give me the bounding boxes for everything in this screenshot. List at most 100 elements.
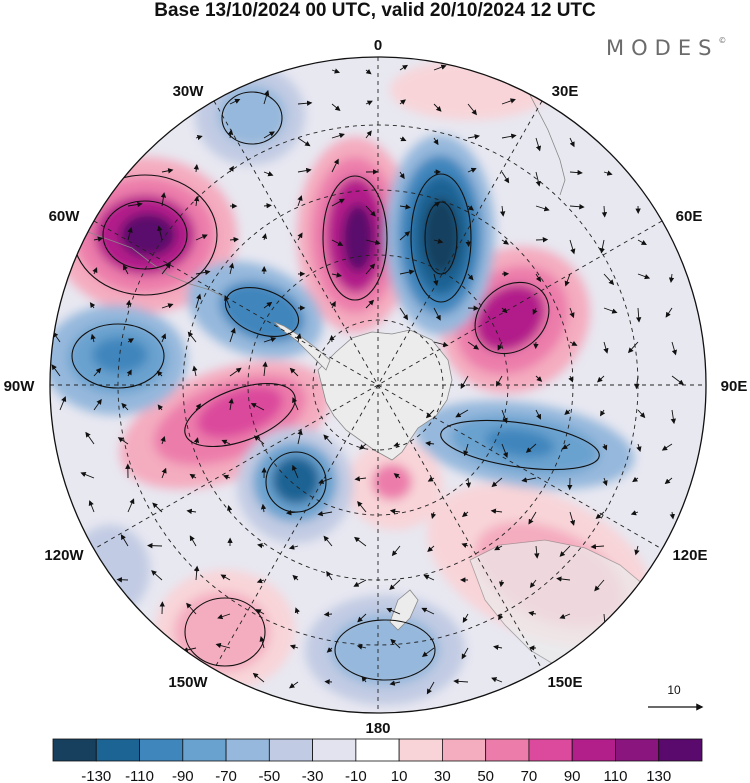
wind-arrow — [195, 293, 202, 309]
modes-logo: MODES© — [606, 36, 726, 60]
wind-arrow — [296, 333, 302, 343]
wind-arrow — [535, 171, 541, 187]
wind-arrow — [670, 409, 677, 425]
colorbar-tick-label: 90 — [564, 768, 581, 783]
wind-arrow — [354, 476, 367, 482]
wind-arrow — [427, 545, 435, 553]
colorbar-swatch — [355, 738, 400, 762]
wind-arrow — [161, 303, 174, 309]
colorbar-tick-label: -130 — [81, 768, 111, 783]
colorbar-swatch — [398, 738, 443, 762]
wind-arrow — [250, 403, 265, 411]
wind-arrow — [595, 511, 605, 519]
wind-arrow — [393, 473, 401, 479]
colorbar-swatch — [225, 738, 270, 762]
south-america — [63, 227, 231, 301]
wind-arrow — [220, 574, 231, 581]
wind-arrow — [263, 171, 274, 177]
wind-arrow — [288, 544, 299, 550]
wind-arrow — [186, 602, 197, 615]
wind-arrow — [467, 205, 474, 211]
wind-arrow — [151, 570, 163, 581]
wind-arrow — [389, 680, 401, 686]
wind-arrow — [229, 327, 236, 343]
wind-arrow — [229, 98, 241, 105]
wind-arrow — [331, 103, 341, 111]
wind-arrow — [365, 100, 373, 106]
graticule — [50, 57, 706, 713]
brand-text: MODES — [606, 36, 719, 60]
lon-label-60e: 60E — [676, 208, 703, 225]
wind-arrow — [187, 331, 197, 343]
negative-anomaly-120w — [70, 525, 150, 615]
wind-arrow — [668, 273, 675, 283]
wind-arrow — [669, 511, 676, 520]
wind-arrow — [467, 103, 477, 116]
wind-arrow — [194, 565, 200, 581]
new-zealand — [389, 589, 419, 631]
wind-arrow — [601, 205, 608, 218]
wind-arrow — [423, 574, 435, 581]
wind-arrow — [467, 341, 480, 350]
colorbar-swatch — [441, 738, 487, 762]
wind-arrow — [637, 409, 646, 419]
wind-arrow — [195, 403, 202, 411]
colorbar-tick-label: -90 — [172, 768, 194, 783]
wind-arrow — [490, 508, 503, 514]
wind-arrow — [535, 409, 541, 420]
wind-arrow — [228, 165, 234, 173]
wind-arrow — [229, 236, 239, 243]
wind-arrow — [535, 375, 543, 382]
wind-arrow — [399, 136, 407, 142]
wind-arrow — [671, 341, 677, 356]
positive-anomaly-150w — [155, 570, 295, 690]
positive-anomaly-30e — [390, 60, 550, 120]
wind-arrow — [228, 398, 234, 411]
wind-arrow — [528, 610, 537, 617]
wind-arrow — [635, 307, 642, 323]
wind-arrow — [59, 396, 67, 411]
wind-arrow — [559, 545, 571, 557]
map-border — [49, 56, 707, 714]
wind-arrow — [627, 341, 639, 354]
wind-arrow — [147, 542, 163, 549]
wind-arrow — [89, 302, 96, 309]
colorbar-swatch — [52, 738, 97, 762]
wind-arrow — [661, 443, 673, 451]
colorbar-swatch — [485, 738, 530, 762]
wind-arrow — [427, 476, 435, 482]
wind-arrow — [430, 511, 437, 520]
wind-arrow — [323, 434, 333, 445]
wind-arrow — [569, 511, 576, 526]
negative-anomaly-90w — [50, 305, 187, 415]
wind-arrow — [599, 239, 605, 254]
wind-arrow — [501, 171, 510, 184]
wind-arrow — [399, 307, 409, 321]
colorbar: -130 -110 -90 -70 -50 -30 -10 10 30 50 70 90 110 130 — [52, 738, 703, 783]
wind-arrow — [501, 239, 510, 245]
wind-arrow — [559, 613, 571, 619]
wind-arrow — [331, 68, 341, 74]
wind-arrow — [85, 431, 95, 445]
wind-arrow — [297, 167, 312, 174]
wind-arrow — [285, 509, 299, 516]
wind-arrow — [460, 375, 469, 390]
wind-arrow — [289, 644, 299, 650]
wind-arrow — [453, 678, 469, 685]
wind-arrow — [637, 273, 651, 280]
colorbar-tick-label: 50 — [477, 768, 494, 783]
wind-arrow — [433, 64, 447, 71]
colorbar-swatch — [658, 738, 703, 762]
wind-arrow — [221, 439, 231, 445]
wind-arrow — [399, 171, 405, 180]
wind-arrow — [426, 681, 435, 695]
wind-arrow — [326, 570, 333, 581]
wind-arrow — [389, 579, 401, 591]
wind-arrow — [192, 365, 198, 377]
wind-arrow — [52, 331, 61, 343]
colorbar-tick-label: 10 — [391, 768, 408, 783]
wind-arrow — [157, 225, 163, 241]
negative-anomaly-30e — [385, 135, 495, 335]
colorbar-swatch — [95, 738, 140, 762]
wind-arrow — [92, 267, 98, 275]
